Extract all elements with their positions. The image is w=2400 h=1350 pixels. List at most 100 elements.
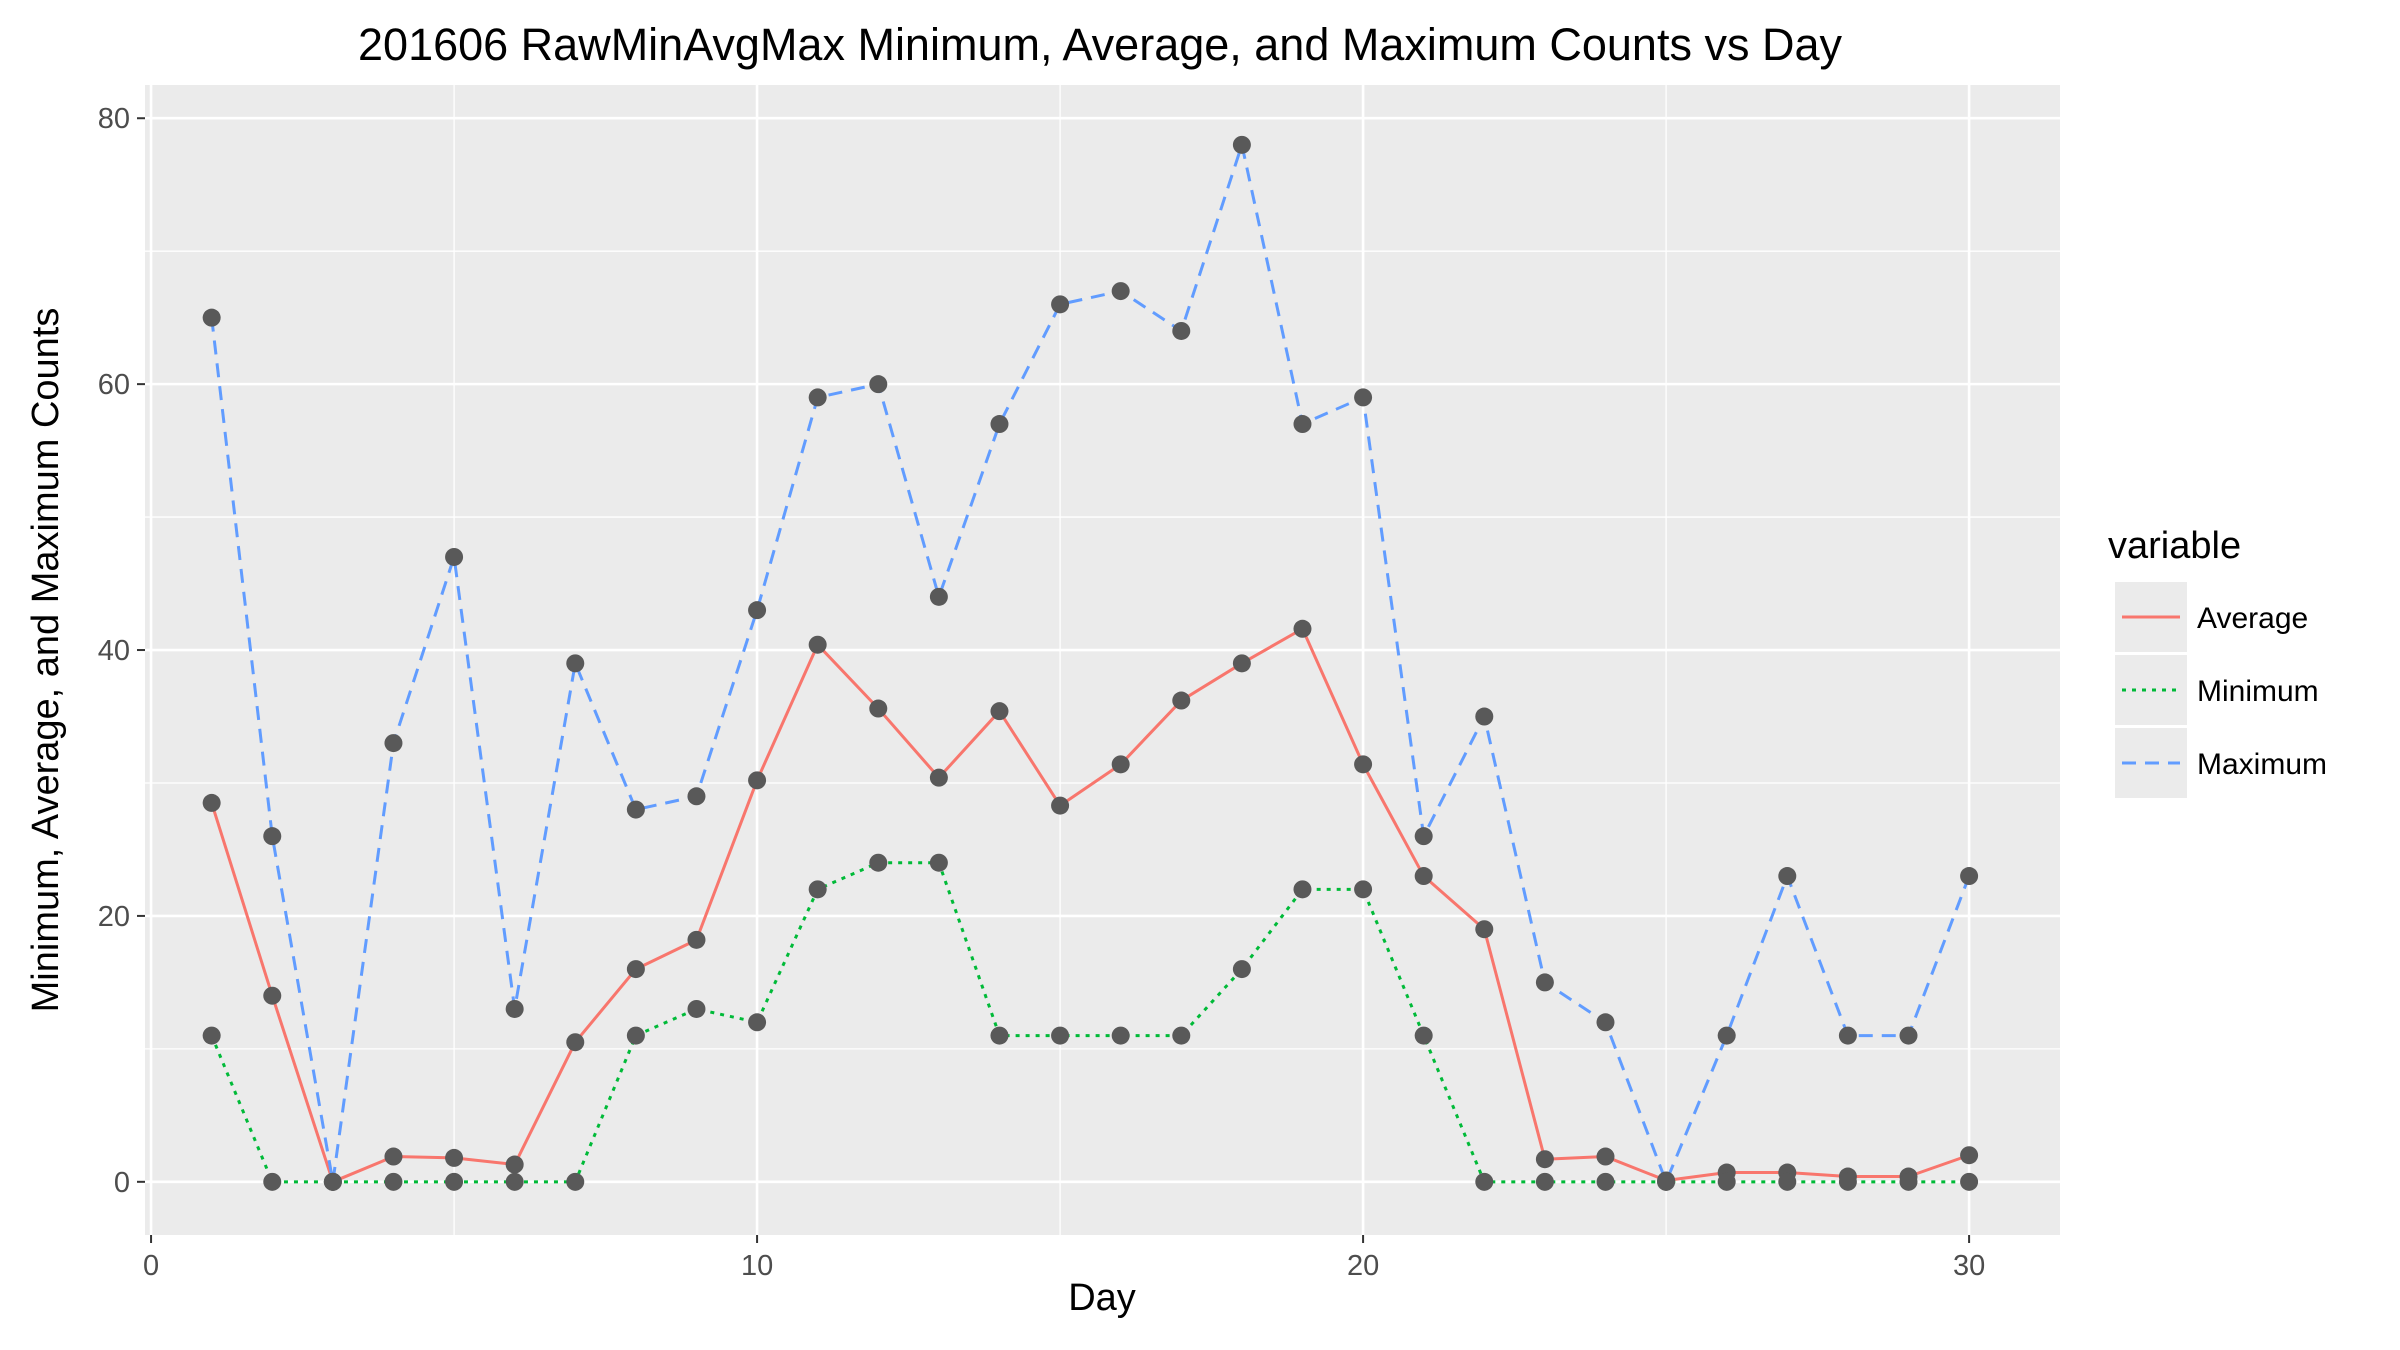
y-tick-label: 80	[98, 103, 130, 135]
data-point-average	[1111, 755, 1130, 774]
data-point-minimum	[1838, 1172, 1857, 1191]
data-point-average	[1293, 619, 1312, 638]
data-point-average	[626, 960, 645, 979]
plot-panel	[145, 85, 2060, 1235]
legend-title: variable	[2108, 525, 2241, 567]
y-tick-label: 20	[98, 901, 130, 933]
data-point-average	[990, 702, 1009, 721]
data-point-minimum	[384, 1172, 403, 1191]
data-point-maximum	[1899, 1026, 1918, 1045]
legend-label-average: Average	[2197, 602, 2308, 635]
x-axis: 0 10 20 30	[143, 1235, 1985, 1282]
data-point-minimum	[1717, 1172, 1736, 1191]
data-point-average	[1172, 691, 1191, 710]
x-tick-label: 20	[1347, 1250, 1379, 1282]
data-point-maximum	[202, 308, 221, 327]
data-point-maximum	[1293, 415, 1312, 434]
data-point-minimum	[626, 1026, 645, 1045]
minor-gridlines	[145, 85, 2060, 1235]
data-point-average	[1960, 1146, 1979, 1165]
data-point-minimum	[1293, 880, 1312, 899]
data-point-average	[869, 699, 888, 718]
data-point-average	[202, 793, 221, 812]
data-point-maximum	[1535, 973, 1554, 992]
y-tick-label: 0	[114, 1167, 130, 1199]
data-point-average	[263, 986, 282, 1005]
data-point-maximum	[1596, 1013, 1615, 1032]
data-point-minimum	[990, 1026, 1009, 1045]
y-axis-title: Minimum, Average, and Maximum Counts	[25, 308, 67, 1013]
data-point-maximum	[1232, 135, 1251, 154]
y-tick-label: 60	[98, 369, 130, 401]
data-point-minimum	[1535, 1172, 1554, 1191]
data-point-maximum	[1111, 282, 1130, 301]
data-point-minimum	[1354, 880, 1373, 899]
data-point-average	[445, 1148, 464, 1167]
data-point-minimum	[929, 853, 948, 872]
data-point-maximum	[626, 800, 645, 819]
data-point-maximum	[323, 1172, 342, 1191]
data-point-maximum	[869, 375, 888, 394]
y-axis: 0 20 40 60 80	[98, 103, 145, 1199]
data-point-maximum	[808, 388, 827, 407]
data-point-maximum	[1051, 295, 1070, 314]
data-point-minimum	[748, 1013, 767, 1032]
y-tick-label: 40	[98, 635, 130, 667]
series-line-average	[210, 627, 1970, 1184]
legend-label-maximum: Maximum	[2197, 748, 2327, 781]
data-points	[202, 135, 1979, 1191]
series-line-maximum	[210, 143, 1971, 1184]
data-point-minimum	[263, 1172, 282, 1191]
data-point-average	[1535, 1150, 1554, 1169]
data-point-minimum	[1899, 1172, 1918, 1191]
data-point-maximum	[990, 415, 1009, 434]
data-point-maximum	[1778, 867, 1797, 886]
data-point-average	[929, 768, 948, 787]
data-point-average	[748, 771, 767, 790]
data-point-minimum	[1778, 1172, 1797, 1191]
x-axis-title: Day	[1068, 1277, 1136, 1319]
data-point-average	[1596, 1147, 1615, 1166]
data-point-maximum	[1172, 321, 1191, 340]
series-lines	[210, 143, 1971, 1184]
data-point-maximum	[748, 601, 767, 620]
data-point-average	[384, 1147, 403, 1166]
data-point-maximum	[263, 827, 282, 846]
legend: variable Average Minimum Maximum	[2108, 525, 2327, 798]
data-point-average	[1475, 920, 1494, 939]
data-point-minimum	[808, 880, 827, 899]
data-point-minimum	[566, 1172, 585, 1191]
data-point-minimum	[687, 999, 706, 1018]
data-point-minimum	[505, 1172, 524, 1191]
data-point-minimum	[1172, 1026, 1191, 1045]
x-tick-label: 0	[143, 1250, 159, 1282]
data-point-average	[566, 1033, 585, 1052]
data-point-maximum	[566, 654, 585, 673]
chart-title: 201606 RawMinAvgMax Minimum, Average, an…	[358, 19, 1842, 70]
data-point-maximum	[1475, 707, 1494, 726]
data-point-maximum	[929, 587, 948, 606]
data-point-maximum	[1838, 1026, 1857, 1045]
data-point-minimum	[869, 853, 888, 872]
data-point-average	[808, 635, 827, 654]
data-point-maximum	[445, 547, 464, 566]
data-point-average	[1354, 755, 1373, 774]
data-point-maximum	[384, 734, 403, 753]
x-tick-label: 30	[1953, 1250, 1985, 1282]
series-line-minimum	[210, 861, 1970, 1184]
data-point-average	[1414, 867, 1433, 886]
data-point-minimum	[445, 1172, 464, 1191]
data-point-maximum	[1657, 1172, 1676, 1191]
data-point-minimum	[1111, 1026, 1130, 1045]
x-tick-label: 10	[741, 1250, 773, 1282]
data-point-minimum	[1414, 1026, 1433, 1045]
data-point-maximum	[1354, 388, 1373, 407]
data-point-minimum	[1051, 1026, 1070, 1045]
data-point-minimum	[1960, 1172, 1979, 1191]
data-point-average	[505, 1155, 524, 1174]
legend-label-minimum: Minimum	[2197, 675, 2319, 708]
data-point-average	[1051, 796, 1070, 815]
data-point-minimum	[202, 1026, 221, 1045]
data-point-minimum	[1232, 960, 1251, 979]
